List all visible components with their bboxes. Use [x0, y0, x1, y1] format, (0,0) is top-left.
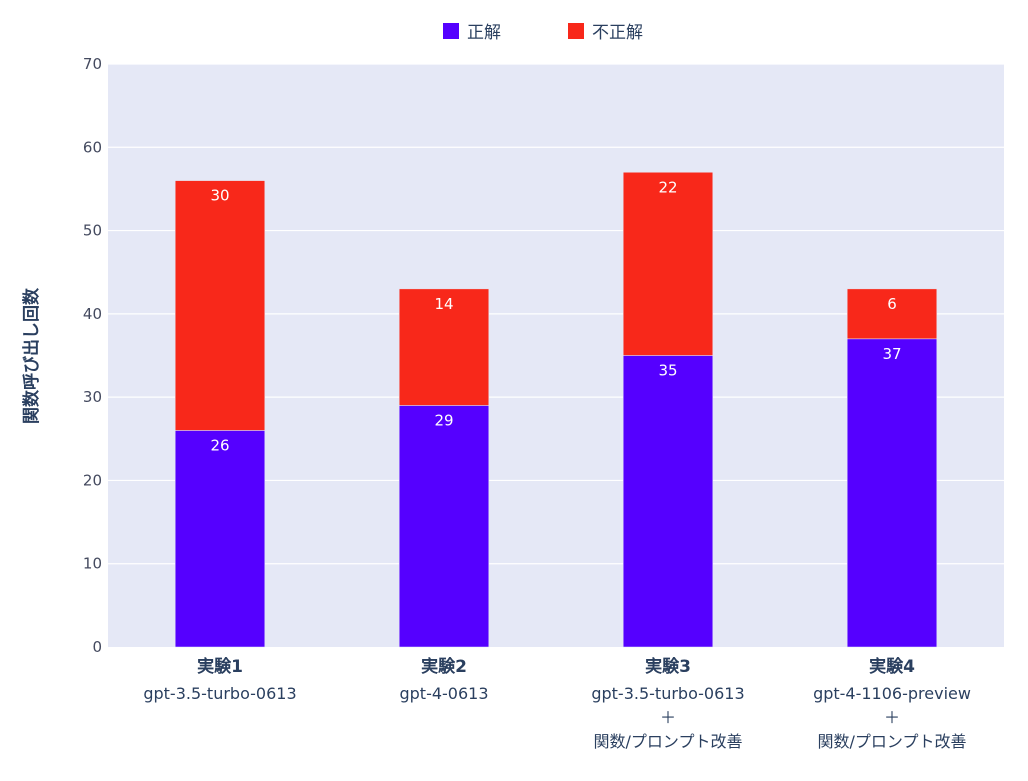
- x-category-label-1: 実験1: [197, 656, 243, 677]
- legend-label-incorrect: 不正解: [592, 23, 643, 43]
- bar-incorrect-2: [398, 288, 490, 406]
- y-tick-label-30: 30: [83, 388, 102, 406]
- bar-correct-2: [398, 405, 490, 648]
- legend-item-correct[interactable]: 正解: [443, 23, 501, 43]
- bar-correct-1: [174, 430, 266, 648]
- bar-value-label-incorrect-2: 14: [434, 295, 453, 313]
- x-category-label-3: 実験3: [645, 656, 691, 677]
- bar-incorrect-1: [174, 180, 266, 431]
- legend[interactable]: 正解 不正解: [443, 23, 643, 43]
- bars: 26 30 29 14 35 22 37 6: [174, 172, 938, 648]
- legend-item-incorrect[interactable]: 不正解: [568, 23, 643, 43]
- y-axis-ticks: 0 10 20 30 40 50 60 70: [83, 55, 102, 656]
- x-category-sublabel-3-3: 関数/プロンプト改善: [594, 732, 743, 751]
- bar-value-label-correct-4: 37: [882, 345, 901, 363]
- x-category-sublabel-3-1: gpt-3.5-turbo-0613: [591, 684, 744, 703]
- bar-correct-4: [846, 338, 938, 648]
- x-category-sublabel-4-1: gpt-4-1106-preview: [813, 684, 971, 703]
- legend-swatch-correct: [443, 23, 459, 39]
- bar-value-label-incorrect-4: 6: [887, 295, 897, 313]
- y-axis-title: 関数呼び出し回数: [21, 287, 42, 424]
- x-axis-labels: 実験1 gpt-3.5-turbo-0613 実験2 gpt-4-0613 実験3 gpt…: [143, 656, 971, 751]
- x-category-sublabel-2-1: gpt-4-0613: [399, 684, 488, 703]
- y-tick-label-50: 50: [83, 222, 102, 240]
- bar-correct-3: [622, 355, 714, 648]
- bar-incorrect-3: [622, 172, 714, 356]
- bar-value-label-incorrect-3: 22: [658, 178, 677, 196]
- bar-value-label-correct-1: 26: [210, 436, 229, 454]
- x-category-label-2: 実験2: [421, 656, 467, 677]
- bar-value-label-correct-3: 35: [658, 362, 677, 380]
- x-category-sublabel-1-1: gpt-3.5-turbo-0613: [143, 684, 296, 703]
- bar-value-label-correct-2: 29: [434, 411, 453, 429]
- x-category-sublabel-3-2: ＋: [660, 708, 676, 727]
- y-tick-label-10: 10: [83, 555, 102, 573]
- x-category-sublabel-4-2: ＋: [884, 708, 900, 727]
- y-tick-label-20: 20: [83, 471, 102, 489]
- x-category-sublabel-4-3: 関数/プロンプト改善: [818, 732, 967, 751]
- bar-value-label-incorrect-1: 30: [210, 187, 229, 205]
- x-category-label-4: 実験4: [869, 656, 915, 677]
- bar-incorrect-4: [846, 288, 938, 340]
- y-tick-label-40: 40: [83, 305, 102, 323]
- legend-swatch-incorrect: [568, 23, 584, 39]
- legend-label-correct: 正解: [467, 23, 501, 43]
- y-tick-label-70: 70: [83, 55, 102, 73]
- y-tick-label-60: 60: [83, 138, 102, 156]
- y-tick-label-0: 0: [92, 638, 102, 656]
